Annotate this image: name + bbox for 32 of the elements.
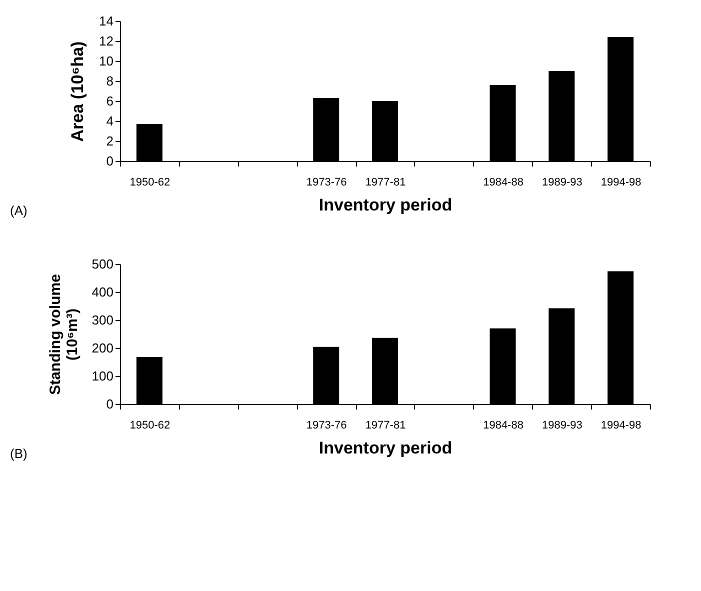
y-tick-label: 14 [99,14,114,28]
x-tick-label: 1973-76 [306,176,347,188]
x-tick-label: 1984-88 [483,176,524,188]
y-tick-label: 4 [106,114,114,128]
x-tick-label: 1989-93 [542,176,582,188]
x-tick-label: 1950-62 [130,176,170,188]
y-tick-label: 200 [92,340,114,356]
x-tick-label: 1977-81 [365,420,406,432]
y-tick-label: 300 [92,312,114,328]
text: (B) [10,446,28,461]
x-tick-label: 1973-76 [306,420,347,432]
y-tick-label: 0 [106,154,114,168]
y-tick-label: 12 [99,34,114,48]
y-tick-label: 8 [106,74,114,88]
y-tick-label: 0 [106,396,114,412]
x-tick-label: 1994-98 [600,176,642,188]
x-tick-label: 1989-93 [542,420,582,432]
y-tick-label: 6 [106,94,114,108]
text: (A) [10,203,28,218]
y-tick-label: 100 [92,368,114,384]
y-tick-label: 2 [106,134,114,148]
y-axis-title: Area (10⁶ha) [68,41,88,142]
x-tick-label: 1994-98 [600,420,642,432]
y-tick-label: 500 [92,256,114,272]
y-tick-label: 10 [99,54,114,68]
x-axis-title: Inventory period [318,438,452,458]
y-tick-label: 400 [92,284,114,300]
y-axis-title: Standing volume (10⁶m³) [46,274,81,395]
x-tick-label: 1977-81 [365,176,406,188]
x-tick-label: 1984-88 [483,420,524,432]
x-axis-title: Inventory period [318,196,452,214]
x-tick-label: 1950-62 [130,420,170,432]
